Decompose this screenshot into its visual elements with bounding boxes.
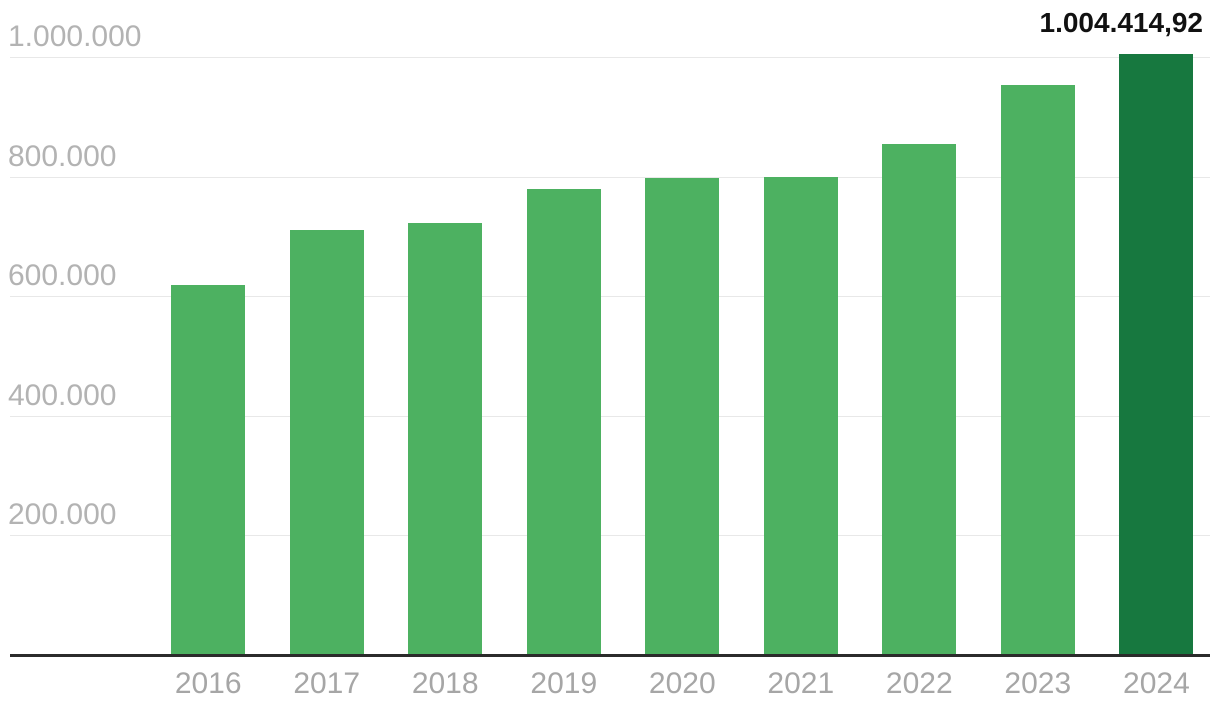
x-tick-label-2016: 2016	[174, 667, 242, 700]
bar-2024[interactable]	[1119, 54, 1194, 654]
gridline	[10, 57, 1210, 58]
y-tick-label: 400.000	[8, 378, 117, 412]
bar-2018[interactable]	[408, 222, 483, 654]
x-tick-label-2020: 2020	[648, 667, 716, 700]
value-label: 1.004.414,92	[1039, 7, 1204, 38]
x-tick-label-2017: 2017	[293, 667, 361, 700]
gridline	[10, 296, 1210, 298]
x-tick-label-2021: 2021	[767, 667, 835, 700]
gridline	[10, 176, 1210, 178]
x-tick-label-2023: 2023	[1004, 667, 1072, 700]
bar-2020[interactable]	[645, 178, 720, 654]
y-tick-label: 1.000.000	[8, 20, 142, 53]
bar-2021[interactable]	[763, 177, 838, 654]
x-tick-label-2019: 2019	[530, 667, 598, 700]
y-tick-label: 200.000	[8, 498, 117, 532]
bar-2016[interactable]	[171, 285, 246, 654]
x-tick-label-2024: 2024	[1123, 667, 1190, 700]
x-tick-label-2022: 2022	[885, 667, 953, 700]
bar-2017[interactable]	[289, 230, 364, 654]
bar-2022[interactable]	[882, 143, 957, 654]
x-axis-line	[10, 654, 1210, 657]
y-tick-label: 600.000	[8, 259, 117, 293]
x-tick-label-2018: 2018	[411, 667, 479, 700]
y-tick-label: 800.000	[8, 139, 117, 173]
gridline	[10, 535, 1210, 537]
bar-2023[interactable]	[1000, 85, 1075, 654]
gridline	[10, 415, 1210, 417]
bar-2019[interactable]	[526, 189, 601, 654]
